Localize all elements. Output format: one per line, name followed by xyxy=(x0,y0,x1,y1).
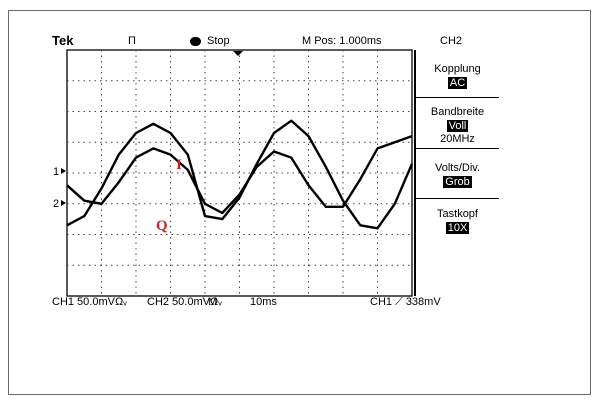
ch2-marker: 2 xyxy=(53,198,66,210)
ch2-marker-label: 2 xyxy=(53,198,59,210)
menu-channel-title: CH2 xyxy=(440,35,463,47)
bandwidth-note: 20MHz xyxy=(440,133,475,145)
menu-divider xyxy=(416,198,499,199)
readout-bar: CH1 50.0mVΩᵥ CH2 50.0mVΩᵥ M 10ms CH1 ⟋ 3… xyxy=(0,294,600,310)
acquisition-status: Stop xyxy=(207,35,230,47)
i-signal-label: I xyxy=(176,157,182,173)
menu-item-bandwidth[interactable]: Bandbreite Voll 20MHz xyxy=(416,106,499,146)
timebase-readout: 10ms xyxy=(250,296,277,308)
brand-logo: Tek xyxy=(52,33,74,48)
probe-label: Tastkopf xyxy=(437,208,478,220)
probe-value: 10X xyxy=(445,222,470,234)
waveform-traces xyxy=(66,119,414,230)
menu-item-volts-div[interactable]: Volts/Div. Grob xyxy=(416,162,499,189)
trace-ch2 xyxy=(66,119,414,230)
timebase-prefix: M xyxy=(208,296,218,308)
trigger-position-marker xyxy=(233,51,243,56)
trigger-mode-indicator: Π xyxy=(128,35,136,47)
menu-divider xyxy=(416,97,499,98)
channel-side-menu: Kopplung AC Bandbreite Voll 20MHz Volts/… xyxy=(414,50,499,296)
volts-div-label: Volts/Div. xyxy=(434,162,481,174)
menu-divider xyxy=(416,148,499,149)
ch2-marker-arrow xyxy=(61,200,66,206)
menu-item-coupling[interactable]: Kopplung AC xyxy=(416,63,499,90)
status-bar: Tek Π Stop M Pos: 1.000ms CH2 xyxy=(0,33,600,49)
ch2-scale-readout: CH2 50.0mVΩᵥ xyxy=(147,296,222,308)
ch1-marker-arrow xyxy=(61,168,66,174)
coupling-value: AC xyxy=(447,77,468,89)
stop-icon xyxy=(190,37,201,46)
screenshot-frame xyxy=(8,10,591,395)
trigger-readout: CH1 ⟋ 338mV xyxy=(370,296,441,308)
volts-div-value: Grob xyxy=(443,176,472,188)
ch1-marker-label: 1 xyxy=(53,166,59,178)
ch1-scale-readout: CH1 50.0mVΩᵥ xyxy=(52,296,127,308)
q-signal-label: Q xyxy=(156,218,168,234)
ch1-marker: 1 xyxy=(53,166,66,178)
horizontal-position: M Pos: 1.000ms xyxy=(302,35,382,47)
graticule xyxy=(66,49,413,297)
menu-item-probe[interactable]: Tastkopf 10X xyxy=(416,208,499,235)
bandwidth-label: Bandbreite xyxy=(430,106,485,118)
bandwidth-value: Voll xyxy=(446,120,469,132)
trace-ch1 xyxy=(66,134,413,215)
coupling-label: Kopplung xyxy=(434,63,481,75)
